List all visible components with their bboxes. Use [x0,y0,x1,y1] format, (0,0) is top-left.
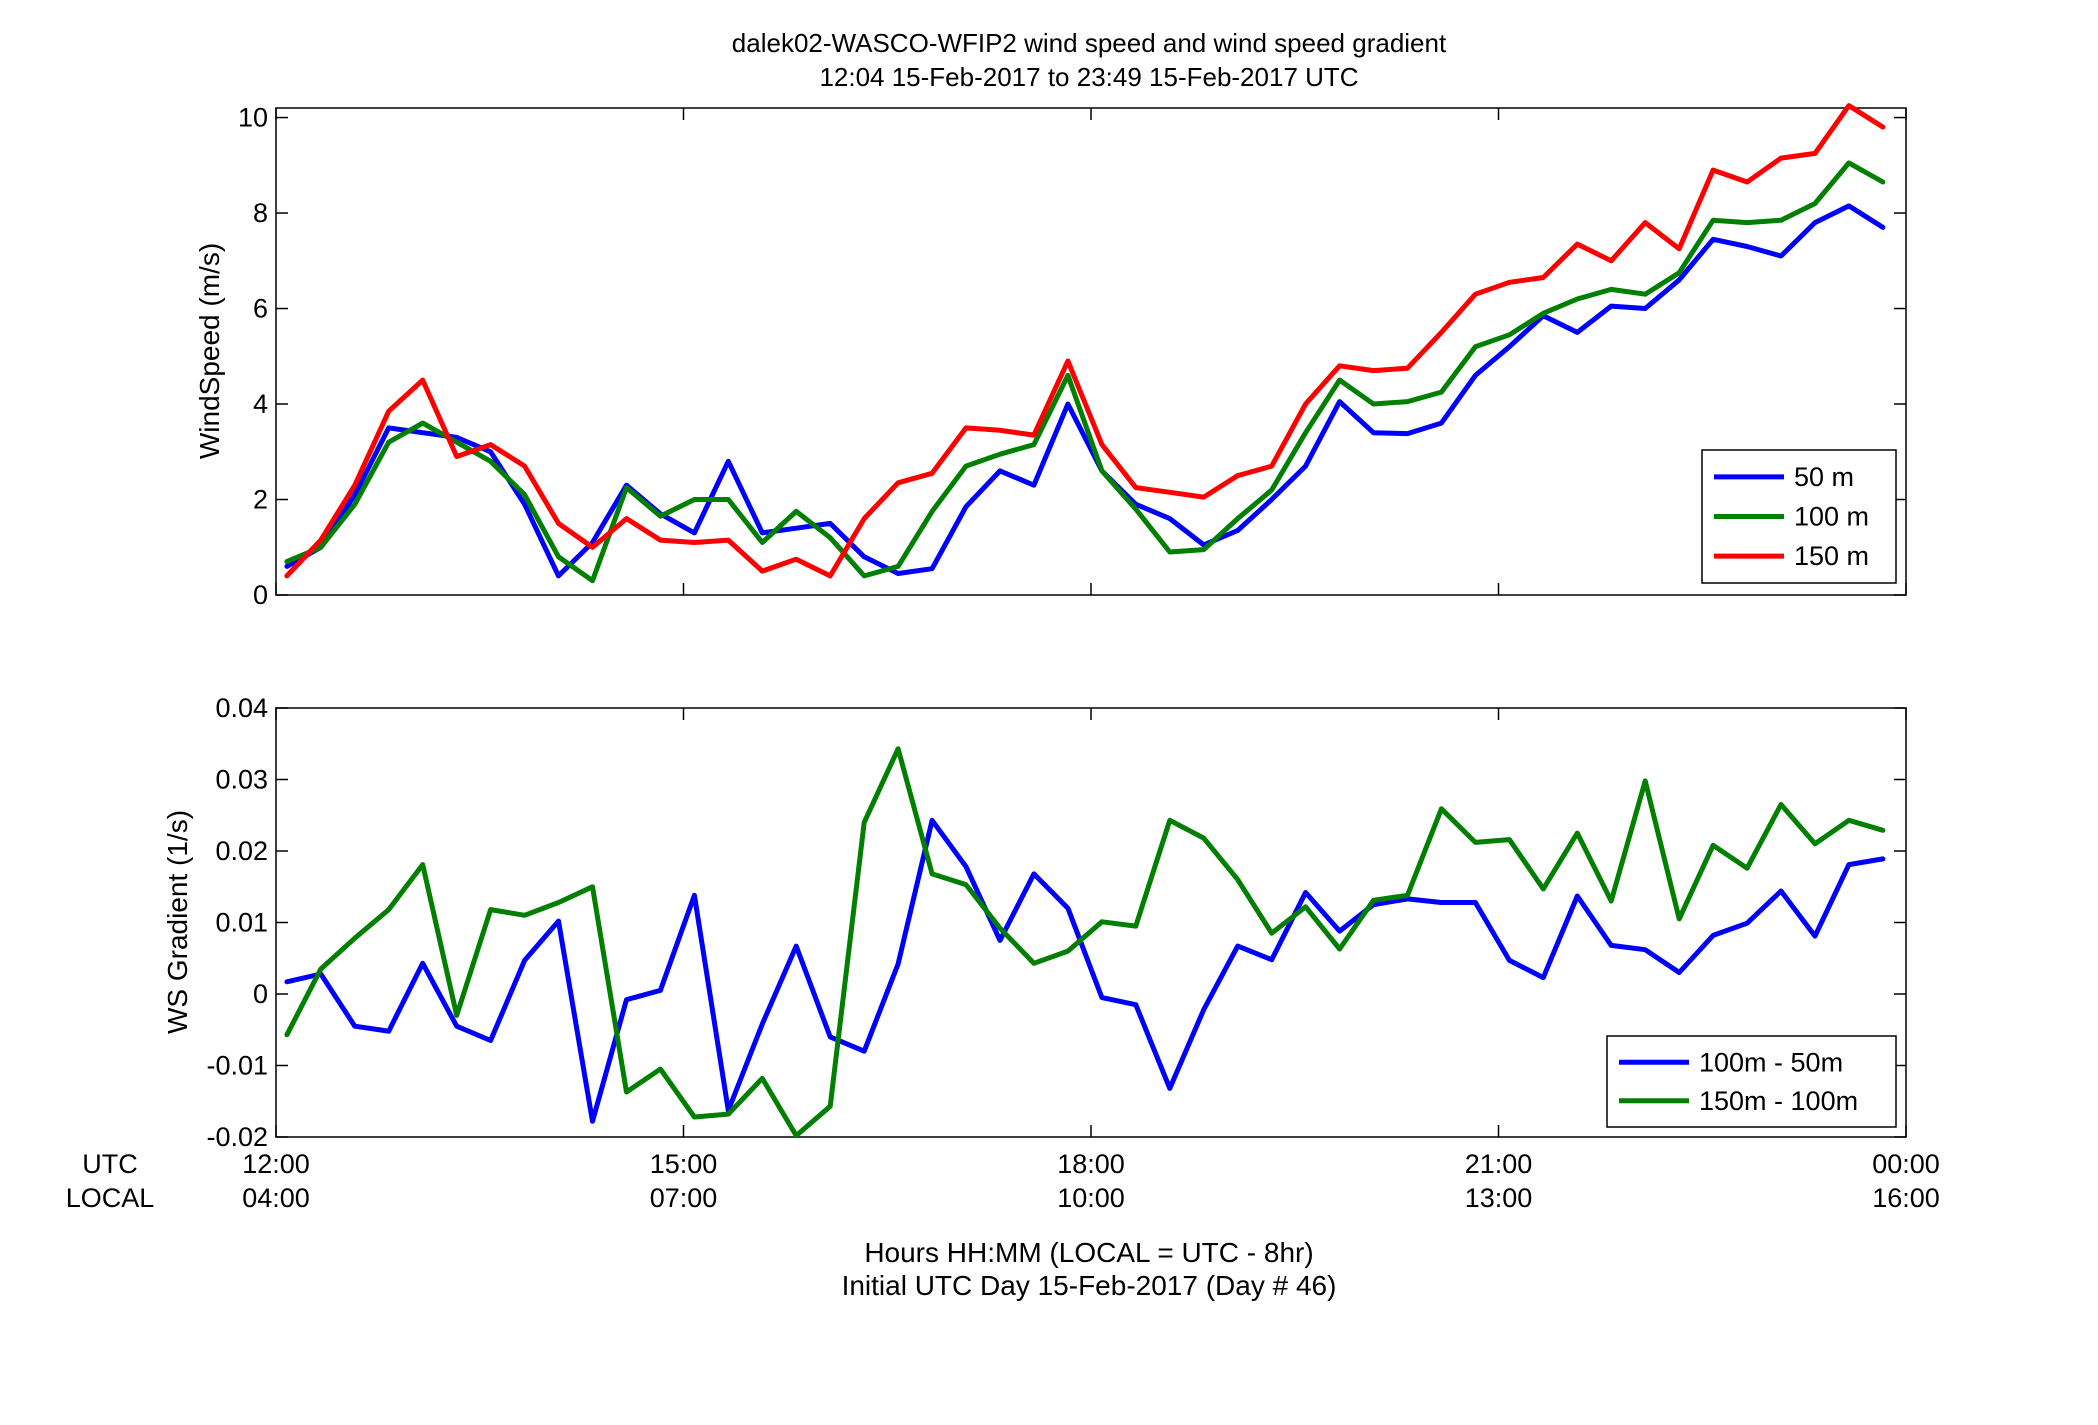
windspeed-y-label: WindSpeed (m/s) [194,243,225,459]
windspeed-plot-frame [275,107,1907,596]
local-tick-label: 04:00 [242,1183,310,1213]
gradient-y-label: WS Gradient (1/s) [162,810,193,1034]
gradient-series-lines [284,746,1886,1139]
chart-title: dalek02-WASCO-WFIP2 wind speed and wind … [732,28,1447,58]
local-tick-label: 13:00 [1465,1183,1533,1213]
gradient-y-tick-label: 0.01 [215,908,268,938]
windspeed-y-tick-label: 4 [253,389,268,419]
windspeed-y-tick-label: 6 [253,294,268,324]
utc-tick-label: 12:00 [242,1149,310,1179]
gradient-legend-label: 150m - 100m [1699,1086,1858,1116]
windspeed-series-line [284,103,1886,579]
utc-tick-label: 21:00 [1465,1149,1533,1179]
x-axis-sublabel: Initial UTC Day 15-Feb-2017 (Day # 46) [842,1270,1337,1301]
utc-row-label: UTC [82,1149,138,1179]
gradient-legend: 100m - 50m 150m - 100m [1606,1035,1897,1128]
windspeed-y-tick-label: 8 [253,198,268,228]
windspeed-legend-label: 150 m [1794,541,1869,571]
windspeed-legend-label: 100 m [1794,502,1869,532]
windspeed-series-line [284,203,1886,579]
gradient-y-tick-label: 0.03 [215,765,268,795]
windspeed-y-tick-label: 0 [253,580,268,610]
gradient-series-line [284,746,1886,1139]
local-tick-label: 16:00 [1872,1183,1940,1213]
windspeed-series-lines [284,103,1886,584]
x-axis-label: Hours HH:MM (LOCAL = UTC - 8hr) [864,1237,1313,1268]
gradient-y-tick-label: 0.04 [215,693,268,723]
utc-tick-label: 18:00 [1057,1149,1125,1179]
gradient-y-tick-label: -0.01 [206,1051,268,1081]
chart-subtitle: 12:04 15-Feb-2017 to 23:49 15-Feb-2017 U… [819,62,1358,92]
gradient-y-axis: -0.02 -0.01 0 0.01 0.02 0.03 0.04 [206,693,1906,1152]
gradient-panel: -0.02 -0.01 0 0.01 0.02 0.03 0.04 WS Gradient … [162,693,1907,1152]
windspeed-y-axis: 0 2 4 6 8 10 [238,103,1906,610]
local-tick-label: 07:00 [650,1183,718,1213]
gradient-y-tick-label: 0.02 [215,836,268,866]
windspeed-panel: 0 2 4 6 8 10 WindSpeed (m/s) 50 m 100 m 150 m [194,103,1907,610]
gradient-series-line [284,817,1886,1124]
gradient-legend-label: 100m - 50m [1699,1047,1843,1077]
gradient-legend-box [1606,1035,1897,1128]
local-tick-label: 10:00 [1057,1183,1125,1213]
windspeed-legend-label: 50 m [1794,462,1854,492]
windspeed-series-line [284,160,1886,584]
windspeed-y-tick-label: 2 [253,485,268,515]
gradient-y-tick-label: 0 [253,979,268,1009]
x-tick-labels: 12:00 04:00 15:00 07:00 18:00 10:00 21:00 13:00… [242,1149,1940,1213]
windspeed-x-axis [275,108,1907,595]
windspeed-y-tick-label: 10 [238,103,268,133]
gradient-x-axis [275,708,1907,1137]
utc-tick-label: 00:00 [1872,1149,1940,1179]
local-row-label: LOCAL [66,1183,155,1213]
windspeed-legend: 50 m 100 m 150 m [1701,449,1897,584]
gradient-y-tick-label: -0.02 [206,1122,268,1152]
utc-tick-label: 15:00 [650,1149,718,1179]
